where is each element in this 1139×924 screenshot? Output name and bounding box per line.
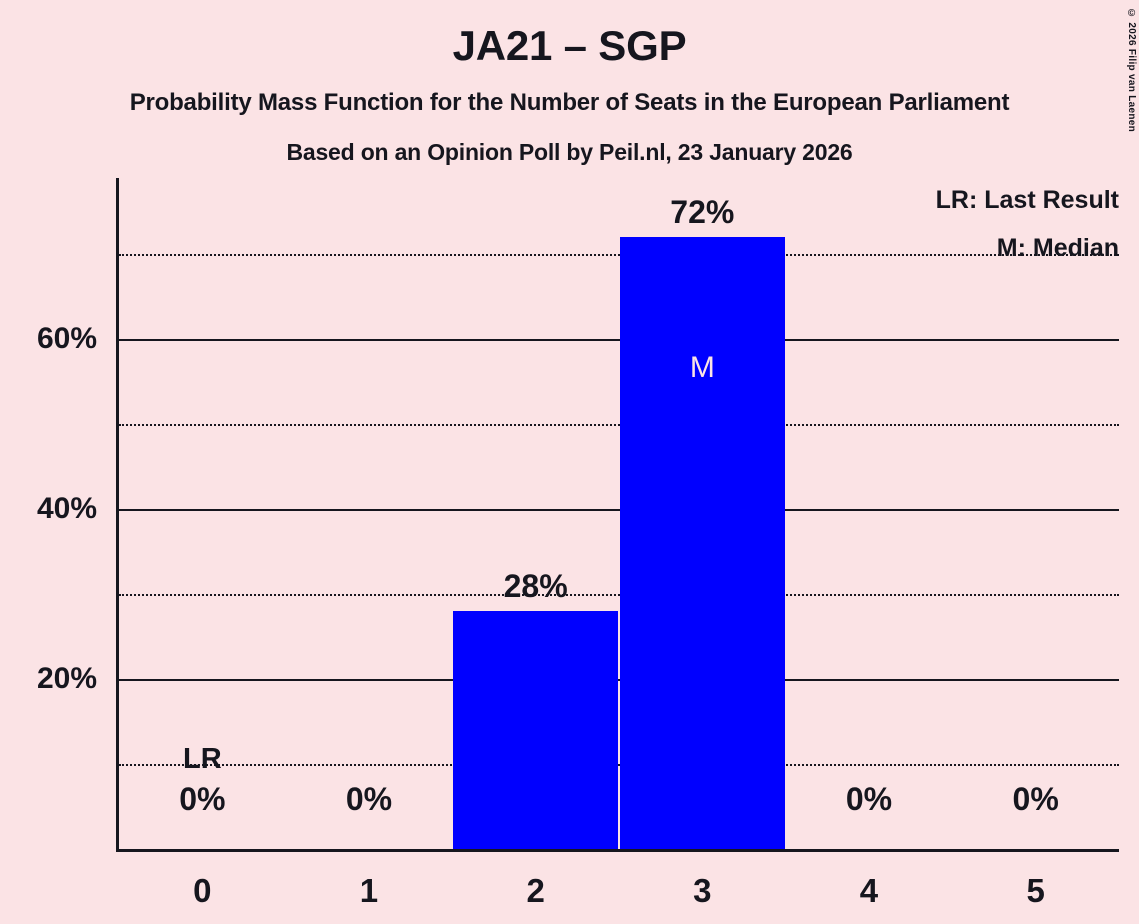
y-axis-label-40: 40% bbox=[36, 492, 97, 526]
x-axis-tick-1: 1 bbox=[359, 872, 379, 909]
chart-source-subtitle: Based on an Opinion Poll by Peil.nl, 23 … bbox=[286, 139, 853, 165]
gridline-solid-60 bbox=[119, 339, 1119, 342]
legend-median: M: Median bbox=[996, 234, 1119, 262]
copyright-notice: © 2026 Filip van Laenen bbox=[1126, 8, 1137, 133]
bar-seats-3 bbox=[619, 237, 785, 849]
bar-seats-2 bbox=[453, 611, 619, 849]
y-axis-label-60: 60% bbox=[36, 322, 97, 356]
bar-value-label-0: 0% bbox=[179, 781, 226, 817]
median-marker: M bbox=[689, 350, 715, 384]
x-axis-tick-5: 5 bbox=[1026, 872, 1045, 909]
y-axis-label-20: 20% bbox=[36, 662, 97, 696]
y-axis-line bbox=[116, 178, 119, 849]
gridline-solid-20 bbox=[119, 679, 1119, 682]
legend-last-result: LR: Last Result bbox=[935, 186, 1119, 214]
bar-value-label-5: 0% bbox=[1012, 781, 1059, 817]
x-axis-tick-0: 0 bbox=[193, 872, 212, 909]
gridline-solid-40 bbox=[119, 509, 1119, 512]
last-result-marker: LR bbox=[182, 743, 222, 776]
gridline-dotted-50 bbox=[119, 424, 1119, 427]
bar-value-label-1: 0% bbox=[345, 781, 393, 817]
gridline-dotted-70 bbox=[119, 254, 1119, 257]
plot-area: 20% 40% 60% 0% LR 0% 28% 72% M 0% 0% 0 1 2 3 4 5 bbox=[37, 178, 1119, 909]
gridline-dotted-30 bbox=[119, 594, 1119, 597]
x-axis-tick-4: 4 bbox=[859, 872, 879, 909]
bar-value-label-3: 72% bbox=[670, 194, 735, 231]
bar-value-label-2: 28% bbox=[503, 568, 568, 605]
x-axis-tick-2: 2 bbox=[526, 872, 545, 909]
bar-value-label-4: 0% bbox=[845, 781, 893, 817]
chart-title: JA21 – SGP bbox=[452, 22, 687, 69]
x-axis-line bbox=[116, 849, 1119, 852]
x-axis-tick-3: 3 bbox=[693, 872, 712, 909]
chart-subtitle: Probability Mass Function for the Number… bbox=[129, 89, 1010, 116]
gridline-dotted-10 bbox=[119, 764, 1119, 767]
